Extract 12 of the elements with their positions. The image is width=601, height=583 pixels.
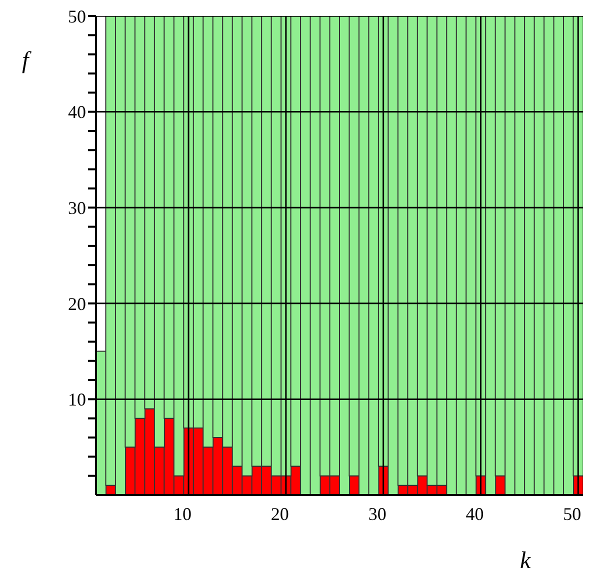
x-axis-title: k xyxy=(520,548,531,575)
x-tick-label: 20 xyxy=(270,504,289,524)
y-tick-label: 40 xyxy=(68,102,86,122)
x-tick-label: 30 xyxy=(368,504,386,524)
y-tick-label: 10 xyxy=(68,390,86,410)
y-tick-label: 30 xyxy=(68,198,86,218)
y-tick-label: 50 xyxy=(68,6,86,26)
y-axis-title: f xyxy=(22,48,29,75)
y-tick-label: 20 xyxy=(68,294,86,314)
x-tick-label: 50 xyxy=(563,504,582,524)
x-tick-label: 10 xyxy=(174,504,192,524)
x-tick-label: 40 xyxy=(466,504,484,524)
